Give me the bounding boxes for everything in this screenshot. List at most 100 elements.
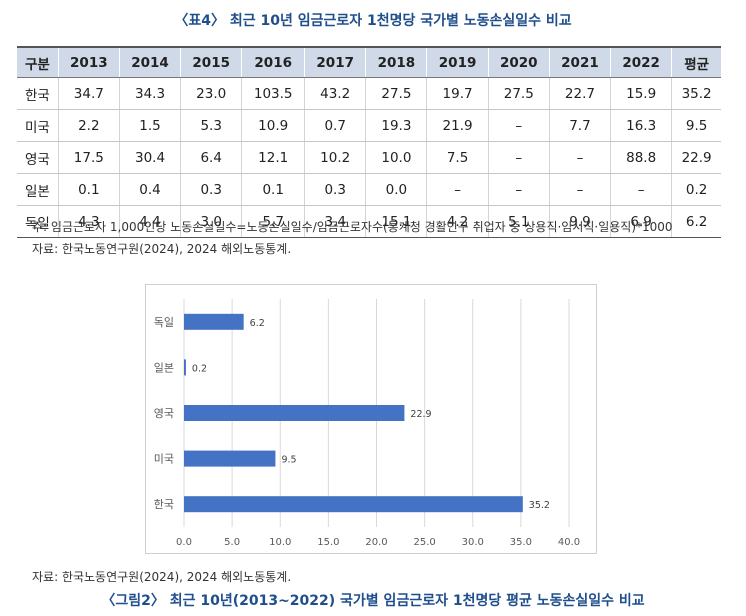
table-note: 주: 임금근로자 1,000인당 노동손실일수=노동손실일수/임금근로자수(통계… bbox=[32, 220, 673, 234]
y-category-label: 미국 bbox=[154, 453, 174, 466]
table-cell: 19.3 bbox=[365, 109, 427, 142]
table-cell: – bbox=[610, 173, 672, 206]
column-header-category: 구분 bbox=[17, 46, 59, 78]
table-cell: 103.5 bbox=[241, 77, 305, 110]
table-cell: – bbox=[487, 141, 550, 174]
table-cell: 4.4 bbox=[118, 205, 181, 238]
column-header: 2022 bbox=[610, 46, 672, 78]
table-cell: 23.0 bbox=[180, 77, 242, 110]
table-cell: 1.5 bbox=[118, 109, 181, 142]
figure-source: 자료: 한국노동연구원(2024), 2024 해외노동통계. bbox=[32, 570, 292, 584]
y-category-label: 독일 bbox=[154, 315, 174, 329]
table-cell: 6.2 bbox=[671, 205, 721, 238]
table-cell: – bbox=[487, 109, 550, 142]
table-cell: 5.1 bbox=[487, 205, 550, 238]
table-cell: – bbox=[548, 141, 611, 174]
table-source: 자료: 한국노동연구원(2024), 2024 해외노동통계. bbox=[32, 242, 292, 256]
column-header: 2018 bbox=[365, 46, 427, 78]
table-cell: 27.5 bbox=[487, 77, 550, 110]
table-cell: 12.1 bbox=[241, 141, 305, 174]
table-cell: 9.9 bbox=[548, 205, 611, 238]
x-tick-label: 30.0 bbox=[462, 537, 484, 548]
table-cell: 5.3 bbox=[180, 109, 242, 142]
figure-title: 〈그림2〉 최근 10년(2013~2022) 국가별 임금근로자 1천명당 평… bbox=[101, 593, 645, 609]
table-cell: 0.3 bbox=[180, 173, 242, 206]
table-cell: 4.3 bbox=[57, 205, 120, 238]
column-header: 평균 bbox=[671, 46, 721, 78]
table-cell: 27.5 bbox=[365, 77, 427, 110]
table-cell: 4.2 bbox=[426, 205, 489, 238]
table-cell: 17.5 bbox=[57, 141, 120, 174]
table-header-row: 구분 2013 2014 2015 2016 2017 2018 2019 2020 2021 20… bbox=[17, 46, 721, 78]
x-tick-label: 20.0 bbox=[365, 537, 387, 548]
data-label: 35.2 bbox=[529, 500, 550, 511]
bar bbox=[184, 450, 276, 467]
table-cell: 15.9 bbox=[610, 77, 672, 110]
data-label: 6.2 bbox=[250, 318, 265, 329]
x-tick-label: 35.0 bbox=[510, 537, 532, 548]
table-cell: 2.2 bbox=[57, 109, 120, 142]
column-header: 2015 bbox=[180, 46, 242, 78]
table-cell: 9.5 bbox=[671, 109, 721, 142]
x-tick-label: 10.0 bbox=[269, 537, 291, 548]
table-cell: 34.7 bbox=[57, 77, 120, 110]
table-cell: 22.9 bbox=[671, 141, 721, 174]
table-cell: 35.2 bbox=[671, 77, 721, 110]
table-cell: 0.0 bbox=[365, 173, 427, 206]
x-tick-label: 5.0 bbox=[224, 537, 240, 548]
table-cell: 88.8 bbox=[610, 141, 672, 174]
table-cell: 7.7 bbox=[548, 109, 611, 142]
x-tick-label: 15.0 bbox=[317, 537, 339, 548]
bar bbox=[184, 496, 523, 513]
row-label: 영국 bbox=[17, 141, 59, 174]
table-cell: 22.7 bbox=[548, 77, 611, 110]
table-cell: 43.2 bbox=[304, 77, 366, 110]
data-label: 22.9 bbox=[410, 409, 431, 420]
table-cell: 10.0 bbox=[365, 141, 427, 174]
column-header: 2016 bbox=[241, 46, 305, 78]
table-cell: 3.0 bbox=[180, 205, 242, 238]
bar bbox=[184, 405, 405, 421]
data-label: 9.5 bbox=[281, 455, 296, 466]
column-header: 2013 bbox=[57, 46, 120, 78]
table-cell: 0.4 bbox=[118, 173, 181, 206]
table-cell: 0.2 bbox=[671, 173, 721, 206]
bar bbox=[184, 359, 186, 376]
table-cell: 15.1 bbox=[365, 205, 427, 238]
table-row: 독일 4.3 4.4 3.0 5.7 3.4 15.1 4.2 5.1 9.9 6.9 6.2 bbox=[17, 205, 721, 238]
bar bbox=[184, 313, 244, 330]
table-cell: 0.3 bbox=[304, 173, 366, 206]
table-cell: 0.7 bbox=[304, 109, 366, 142]
table-row: 영국 17.5 30.4 6.4 12.1 10.2 10.0 7.5– –88.8 22.9 bbox=[17, 141, 721, 174]
column-header: 2020 bbox=[487, 46, 550, 78]
table-cell: 6.4 bbox=[180, 141, 242, 174]
chart-frame: 0.0 5.0 10.0 15.0 20.0 25.0 30.0 35.0 40.0 독일 6.2 일… bbox=[145, 284, 597, 554]
column-header: 2021 bbox=[548, 46, 611, 78]
y-category-label: 영국 bbox=[154, 407, 174, 420]
table-cell: 10.9 bbox=[241, 109, 305, 142]
column-header: 2014 bbox=[118, 46, 181, 78]
bar-chart: 0.0 5.0 10.0 15.0 20.0 25.0 30.0 35.0 40.0 독일 6.2 일… bbox=[154, 299, 580, 548]
data-label: 0.2 bbox=[192, 363, 207, 374]
table-row: 미국 2.2 1.5 5.3 10.9 0.7 19.3 21.9–7.7 16.3 9.5 bbox=[17, 109, 721, 142]
table-cell: 5.7 bbox=[241, 205, 305, 238]
table-cell: – bbox=[426, 173, 489, 206]
table-cell: 7.5 bbox=[426, 141, 489, 174]
y-category-label: 한국 bbox=[154, 498, 174, 511]
table-cell: 10.2 bbox=[304, 141, 366, 174]
column-header: 2017 bbox=[304, 46, 366, 78]
y-category-label: 일본 bbox=[154, 360, 174, 374]
table-cell: 0.1 bbox=[57, 173, 120, 206]
column-header: 2019 bbox=[426, 46, 489, 78]
row-label: 미국 bbox=[17, 109, 59, 142]
table-cell: 16.3 bbox=[610, 109, 672, 142]
row-label: 독일 bbox=[17, 205, 59, 238]
table-cell: – bbox=[548, 173, 611, 206]
table-title: 〈표4〉 최근 10년 임금근로자 1천명당 국가별 노동손실일수 비교 bbox=[174, 13, 572, 29]
table-cell: – bbox=[487, 173, 550, 206]
row-label: 일본 bbox=[17, 173, 59, 206]
data-table: 구분 2013 2014 2015 2016 2017 2018 2019 2020 2021 20… bbox=[17, 46, 721, 238]
row-label: 한국 bbox=[17, 77, 59, 110]
table-cell: 19.7 bbox=[426, 77, 489, 110]
table-cell: 34.3 bbox=[118, 77, 181, 110]
